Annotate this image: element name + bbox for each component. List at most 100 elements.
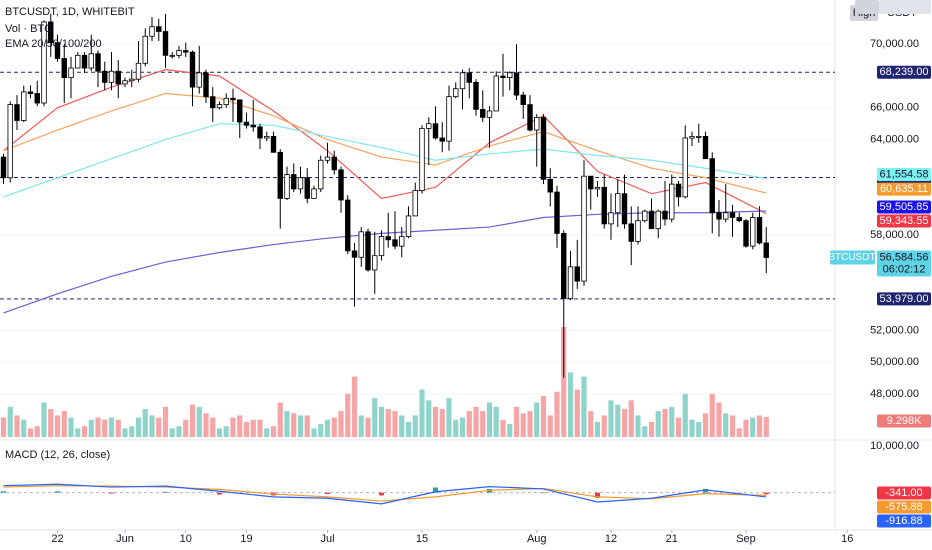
candle-body xyxy=(162,31,169,56)
candle-body xyxy=(7,104,13,179)
candle-body xyxy=(108,70,115,83)
candle-body xyxy=(459,72,466,90)
x-tick-label: 10 xyxy=(180,533,192,545)
countdown: 06:02:12 xyxy=(883,263,926,275)
macd-histogram-bar xyxy=(433,487,438,493)
macd-histogram-bar xyxy=(325,492,330,495)
candle-body xyxy=(102,70,108,83)
volume-bar xyxy=(432,406,439,437)
x-tick-label: 12 xyxy=(605,533,617,545)
volume-bar xyxy=(176,426,182,437)
volume-bar xyxy=(385,408,391,437)
y-tick-label: 70,000.00 xyxy=(870,38,919,50)
volume-bar xyxy=(648,421,655,437)
volume-bar xyxy=(27,428,34,437)
candle-body xyxy=(439,137,445,142)
volume-bar xyxy=(426,400,432,437)
volume-bar xyxy=(554,391,560,437)
volume-bar xyxy=(237,415,243,437)
volume-bar xyxy=(723,413,729,437)
level-label: 53,979.00 xyxy=(880,293,929,305)
volume-bar xyxy=(338,411,344,437)
candle-body xyxy=(480,108,486,118)
macd-value-label-box xyxy=(877,500,931,514)
ema-value-label-box xyxy=(877,200,931,214)
candle-body xyxy=(61,58,67,78)
volume-bar xyxy=(257,419,263,437)
volume-bar xyxy=(689,419,695,437)
volume-bar xyxy=(399,415,405,437)
volume-bar xyxy=(540,396,547,437)
volume-bar xyxy=(122,428,128,437)
candle-body xyxy=(662,210,668,220)
volume-bar xyxy=(372,398,378,437)
x-tick-label: 22 xyxy=(51,533,63,545)
volume-bar xyxy=(311,428,317,437)
volume-bar xyxy=(68,417,74,437)
volume-bar xyxy=(358,415,364,437)
volume-bar xyxy=(54,415,61,437)
macd-histogram-bar xyxy=(541,492,546,494)
volume-bar xyxy=(662,408,668,437)
macd-histogram-bar xyxy=(379,492,384,496)
volume-bar xyxy=(628,400,634,437)
macd-tick-label: 10,000.00 xyxy=(870,440,919,452)
candle-body xyxy=(270,136,277,153)
candle-body xyxy=(68,67,74,78)
volume-bar xyxy=(284,411,290,437)
volume-bar xyxy=(419,389,425,437)
volume-bar xyxy=(297,415,304,437)
candle-body xyxy=(230,97,236,101)
macd-value-label: -341.00 xyxy=(885,487,922,499)
candle-body xyxy=(237,99,243,123)
volume-bar xyxy=(655,411,661,437)
volume-bar xyxy=(473,406,479,437)
volume-bar xyxy=(243,421,250,437)
y-tick-label: 50,000.00 xyxy=(870,356,919,368)
candle-body xyxy=(135,62,142,80)
candle-body xyxy=(716,212,722,220)
candle-body xyxy=(264,136,270,139)
volume-bar xyxy=(588,411,594,437)
candle-body xyxy=(588,175,594,190)
candle-body xyxy=(507,72,513,78)
candle-body xyxy=(554,191,560,234)
volume-bar xyxy=(216,428,223,437)
candle-body xyxy=(257,126,263,139)
volume-bar xyxy=(345,393,351,437)
volume-bar xyxy=(41,402,47,437)
level-label: 68,239.00 xyxy=(880,66,929,78)
volume-bar xyxy=(108,417,115,437)
volume-bar xyxy=(513,406,520,437)
volume-bar xyxy=(378,406,385,437)
macd-value-label: -575.88 xyxy=(885,501,922,513)
candle-body xyxy=(291,174,297,190)
volume-bar xyxy=(459,417,466,437)
macd-line xyxy=(3,483,767,505)
volume-bar xyxy=(75,428,81,437)
candle-body xyxy=(14,104,20,121)
volume-bar xyxy=(756,415,763,437)
candle-body xyxy=(216,104,223,109)
y-tick-label: 58,000.00 xyxy=(870,229,919,241)
candle-body xyxy=(723,212,729,220)
macd-histogram-bar xyxy=(649,492,654,493)
candle-body xyxy=(183,50,189,53)
macd-histogram-bar xyxy=(163,491,168,493)
candle-body xyxy=(176,50,182,56)
candle-body xyxy=(574,266,580,282)
volume-bar xyxy=(669,406,675,437)
volume-bar xyxy=(169,428,175,437)
volume-bar xyxy=(250,419,256,437)
ema-line xyxy=(3,92,767,194)
volume-bar xyxy=(392,411,398,437)
volume-bar xyxy=(736,428,742,437)
symbol-label: BTCUSDT xyxy=(828,252,875,263)
volume-bar xyxy=(129,426,135,437)
candle-body xyxy=(696,136,702,138)
candle-body xyxy=(331,156,337,171)
candle-body xyxy=(642,210,648,222)
level-label-box xyxy=(877,65,931,79)
candle-body xyxy=(615,193,621,214)
